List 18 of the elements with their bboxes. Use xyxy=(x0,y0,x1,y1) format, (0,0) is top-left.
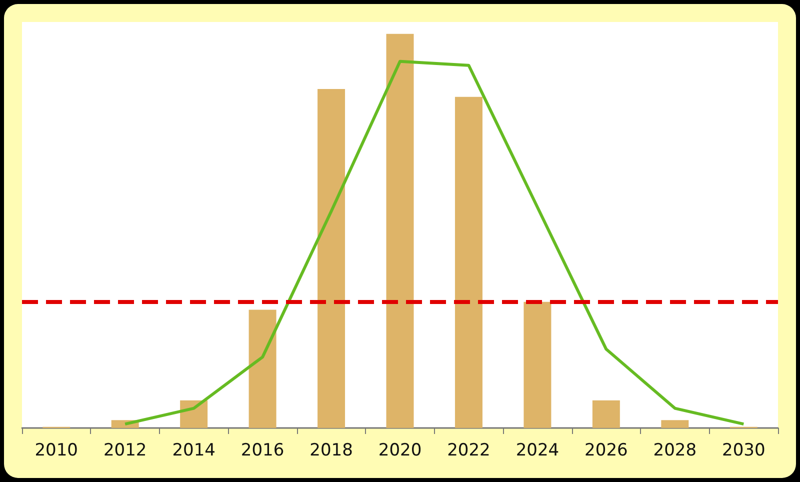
x-tick-label: 2022 xyxy=(447,440,490,460)
x-tick-label: 2014 xyxy=(172,440,216,460)
x-tick-label: 2026 xyxy=(584,440,628,460)
x-tick-label: 2018 xyxy=(310,440,353,460)
bar xyxy=(248,310,276,428)
bar xyxy=(454,96,482,428)
x-tick-label: 2020 xyxy=(378,440,422,460)
x-tick-label: 2016 xyxy=(240,440,284,460)
x-tick-label: 2030 xyxy=(722,440,766,460)
bar xyxy=(386,34,414,428)
bar xyxy=(524,302,552,428)
bar xyxy=(592,400,620,428)
bar xyxy=(661,420,689,428)
bar xyxy=(318,89,346,428)
x-tick-label: 2012 xyxy=(103,440,147,460)
x-tick-label: 2024 xyxy=(516,440,560,460)
x-tick-label: 2010 xyxy=(34,440,78,460)
x-tick-label: 2028 xyxy=(653,440,697,460)
